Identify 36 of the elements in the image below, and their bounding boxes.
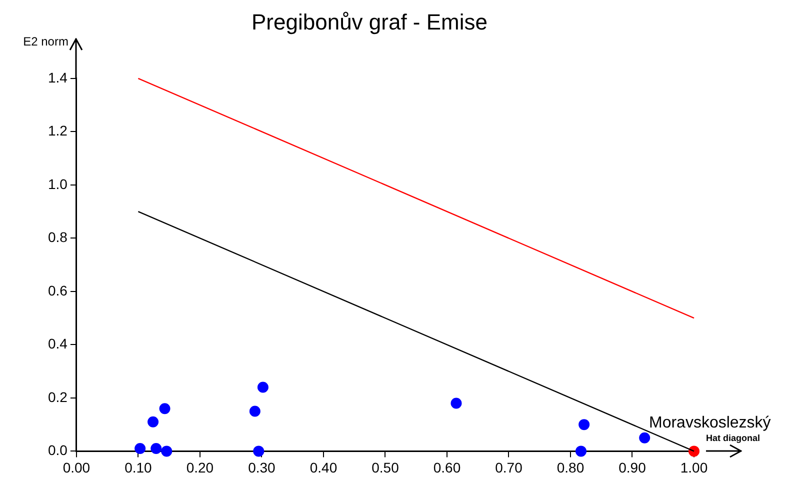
- point: [161, 446, 172, 457]
- point: [575, 446, 586, 457]
- point: [450, 398, 462, 409]
- x-tick-label: 0.90: [618, 459, 646, 476]
- x-tick-label: 0.80: [556, 459, 584, 476]
- point: [688, 446, 700, 457]
- point: [148, 416, 159, 428]
- x-tick-label: 1.00: [680, 459, 708, 476]
- point: [249, 406, 260, 417]
- y-tick-label: 0.2: [48, 388, 68, 405]
- point: [159, 403, 170, 414]
- point: [134, 443, 146, 454]
- x-tick-label: 0.00: [62, 459, 90, 476]
- y-tick-label: 0.6: [48, 282, 68, 298]
- x-tick-label: 0.20: [186, 459, 214, 476]
- x-tick-label: 0.50: [372, 459, 400, 476]
- point: [150, 443, 162, 454]
- y-tick-label: 0.4: [48, 336, 68, 352]
- x-axis-title: Hat diagonal: [706, 433, 760, 444]
- point: [253, 446, 264, 457]
- point: [639, 432, 650, 444]
- x-tick-label: 0.10: [124, 459, 152, 476]
- point: [578, 419, 590, 430]
- y-tick-label: 0.0: [48, 442, 68, 458]
- x-tick-label: 0.30: [248, 459, 276, 476]
- y-tick-label: 1.4: [48, 69, 68, 86]
- y-tick-label: 0.8: [48, 229, 68, 246]
- chart-title: Pregibonův graf - Emise: [252, 9, 488, 34]
- x-tick-label: 0.70: [495, 459, 523, 476]
- y-axis-title: E2 norm: [23, 34, 68, 49]
- x-tick-label: 0.40: [310, 459, 338, 476]
- x-tick-label: 0.60: [433, 459, 461, 476]
- y-tick-label: 1.2: [48, 122, 68, 139]
- point: [257, 382, 268, 393]
- y-tick-label: 1.0: [48, 176, 68, 192]
- annotation: Moravskoslezský: [649, 414, 771, 432]
